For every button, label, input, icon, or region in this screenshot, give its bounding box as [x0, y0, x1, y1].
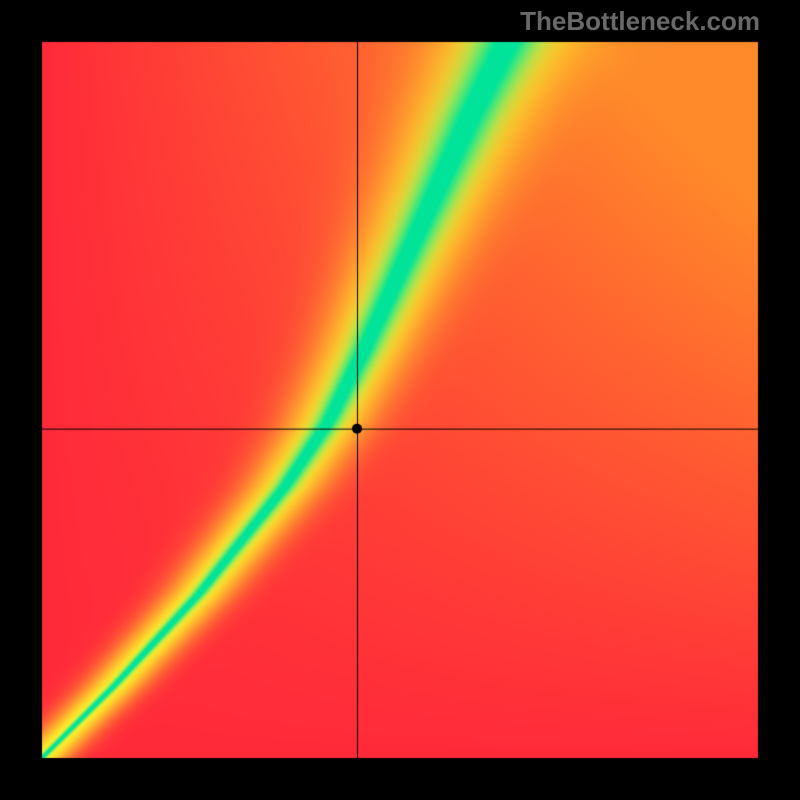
- heatmap-canvas: [0, 0, 800, 800]
- chart-container: TheBottleneck.com: [0, 0, 800, 800]
- watermark-text: TheBottleneck.com: [520, 6, 760, 37]
